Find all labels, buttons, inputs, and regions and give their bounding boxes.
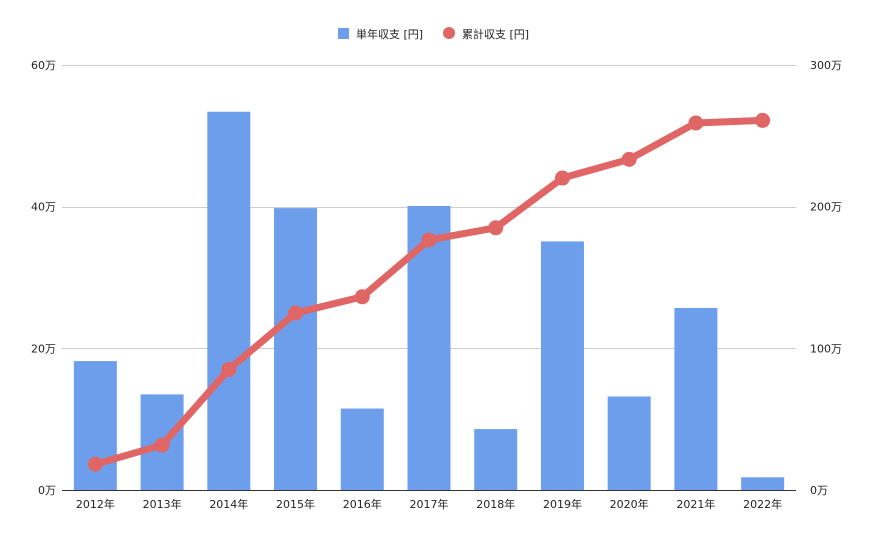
x-axis-tick-label: 2017年 xyxy=(410,497,449,511)
line-point[interactable] xyxy=(488,220,504,236)
line-point[interactable] xyxy=(688,115,704,131)
x-axis-tick-label: 2022年 xyxy=(743,497,782,511)
left-axis-tick-label: 20万 xyxy=(31,342,56,355)
bar[interactable] xyxy=(274,208,318,491)
right-axis-tick-label: 100万 xyxy=(810,342,842,355)
bar[interactable] xyxy=(607,396,651,491)
x-axis: 2012年 2013年 2014年 2015年 2016年 2017年 2018年 2019年… xyxy=(76,497,782,511)
line-point[interactable] xyxy=(621,151,637,167)
legend-label-line[interactable]: 累計収支 [円] xyxy=(462,27,529,41)
bar[interactable] xyxy=(474,429,518,490)
x-axis-tick-label: 2012年 xyxy=(76,497,115,511)
legend-swatch-bar xyxy=(338,28,349,39)
x-axis-tick-label: 2021年 xyxy=(676,497,715,511)
x-axis-tick-label: 2015年 xyxy=(276,497,315,511)
x-axis-tick-label: 2019年 xyxy=(543,497,582,511)
legend-label-bar[interactable]: 単年収支 [円] xyxy=(356,27,423,41)
bar-series xyxy=(73,111,785,491)
x-axis-tick-label: 2016年 xyxy=(343,497,382,511)
bar[interactable] xyxy=(340,408,384,490)
x-axis-tick-label: 2013年 xyxy=(143,497,182,511)
line-point[interactable] xyxy=(755,112,771,128)
bar[interactable] xyxy=(540,241,584,490)
left-axis-tick-label: 0万 xyxy=(38,484,56,497)
left-axis: 0万 20万 40万 60万 xyxy=(31,59,56,497)
line-point[interactable] xyxy=(221,361,237,377)
bar[interactable] xyxy=(741,477,785,490)
legend-swatch-line xyxy=(443,27,455,39)
x-axis-tick-label: 2014年 xyxy=(209,497,248,511)
right-axis-tick-label: 200万 xyxy=(810,201,842,214)
bar[interactable] xyxy=(674,307,718,490)
right-axis: 0万 100万 200万 300万 xyxy=(810,59,842,497)
line-point[interactable] xyxy=(87,456,103,472)
left-axis-tick-label: 60万 xyxy=(31,59,56,72)
left-axis-tick-label: 40万 xyxy=(31,201,56,214)
line-series xyxy=(87,112,771,472)
line-point[interactable] xyxy=(421,232,437,248)
line-point[interactable] xyxy=(354,289,370,305)
x-axis-tick-label: 2018年 xyxy=(476,497,515,511)
x-axis-tick-label: 2020年 xyxy=(610,497,649,511)
right-axis-tick-label: 0万 xyxy=(810,484,828,497)
right-axis-tick-label: 300万 xyxy=(810,59,842,72)
line-point[interactable] xyxy=(154,437,170,453)
legend: 単年収支 [円] 累計収支 [円] xyxy=(338,27,529,41)
line-point[interactable] xyxy=(554,170,570,186)
bar[interactable] xyxy=(207,111,251,490)
line-point[interactable] xyxy=(288,305,304,321)
